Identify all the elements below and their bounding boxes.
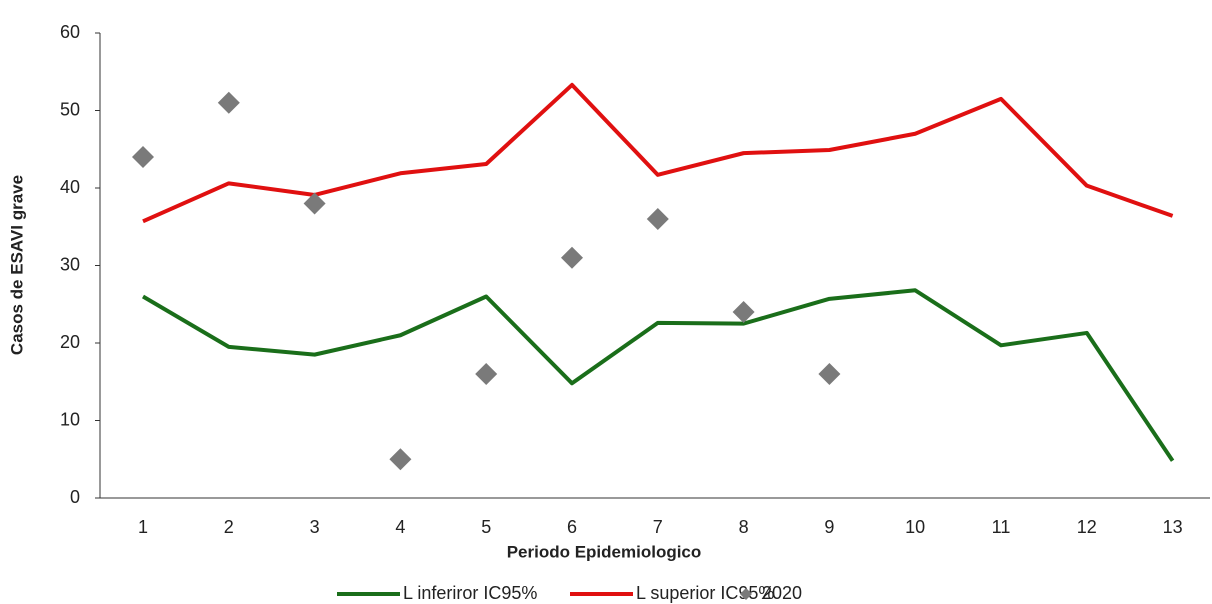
scatter-point [818,363,841,385]
scatter-point [303,192,326,215]
scatter-point [132,146,154,168]
y-tick-label: 60 [60,22,80,42]
x-tick-label: 7 [653,517,663,537]
x-tick-label: 5 [481,517,491,537]
series-line [141,288,1175,462]
y-tick-label: 20 [60,332,80,352]
y-axis-title: Casos de ESAVI grave [7,175,26,355]
x-tick-label: 2 [224,517,234,537]
legend-swatch [740,588,752,600]
y-tick-label: 40 [60,177,80,197]
x-tick-label: 10 [905,517,925,537]
scatter-point [646,208,669,230]
x-tick-label: 3 [310,517,320,537]
x-tick-label: 11 [992,517,1011,537]
series-line [142,82,1174,224]
scatter-point [732,301,755,323]
x-tick-label: 6 [567,517,577,537]
x-tick-label: 4 [395,517,405,537]
x-tick-label: 13 [1163,517,1183,537]
legend-label: 2020 [762,583,802,603]
x-axis-title: Periodo Epidemiologico [507,542,702,561]
legend-label: L inferiror IC95% [403,583,537,603]
x-tick-label: 9 [824,517,834,537]
y-tick-label: 30 [60,254,80,274]
x-tick-label: 8 [739,517,749,537]
y-tick-label: 10 [60,409,80,429]
y-tick-label: 0 [70,487,80,507]
x-tick-label: 1 [138,517,148,537]
scatter-point [475,363,498,385]
legend-label: L superior IC95% [636,583,774,603]
x-tick-label: 12 [1077,517,1097,537]
scatter-point [217,91,240,114]
scatter-point [561,246,583,269]
scatter-point [389,448,412,471]
y-tick-label: 50 [60,99,80,119]
